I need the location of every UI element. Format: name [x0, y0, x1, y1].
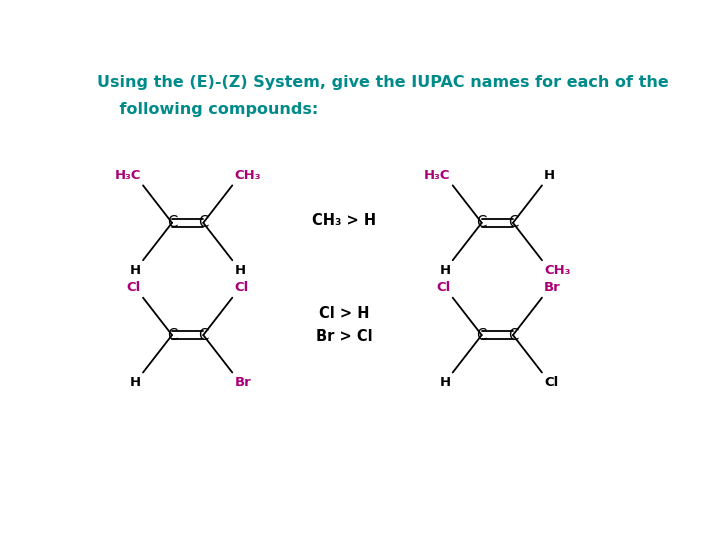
Text: Br: Br [544, 281, 561, 294]
Text: Cl > H: Cl > H [319, 306, 369, 321]
Text: C: C [508, 215, 518, 230]
Text: CH₃ > H: CH₃ > H [312, 213, 376, 228]
Text: H: H [544, 169, 555, 182]
Text: C: C [167, 328, 177, 342]
Text: C: C [477, 328, 487, 342]
Text: C: C [198, 215, 208, 230]
Text: C: C [477, 215, 487, 230]
Text: H₃C: H₃C [114, 169, 141, 182]
Text: Br > Cl: Br > Cl [315, 329, 372, 343]
Text: Cl: Cl [544, 376, 559, 389]
Text: Cl: Cl [436, 281, 451, 294]
Text: H: H [439, 376, 451, 389]
Text: C: C [508, 328, 518, 342]
Text: Cl: Cl [235, 281, 249, 294]
Text: H: H [235, 264, 246, 276]
Text: H: H [439, 264, 451, 276]
Text: CH₃: CH₃ [235, 169, 261, 182]
Text: CH₃: CH₃ [544, 264, 571, 276]
Text: H: H [130, 264, 141, 276]
Text: H₃C: H₃C [424, 169, 451, 182]
Text: C: C [167, 215, 177, 230]
Text: C: C [198, 328, 208, 342]
Text: Cl: Cl [127, 281, 141, 294]
Text: Br: Br [235, 376, 251, 389]
Text: following compounds:: following compounds: [97, 102, 318, 117]
Text: H: H [130, 376, 141, 389]
Text: Using the (E)-(Z) System, give the IUPAC names for each of the: Using the (E)-(Z) System, give the IUPAC… [97, 75, 669, 90]
